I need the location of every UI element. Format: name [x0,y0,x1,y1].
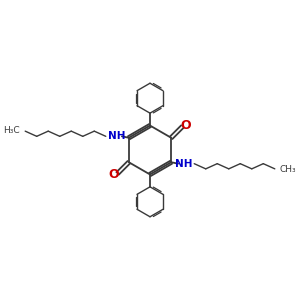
Text: NH: NH [108,131,125,141]
Text: O: O [181,118,191,132]
Text: NH: NH [175,159,192,169]
Text: O: O [109,168,119,182]
Text: CH₃: CH₃ [280,165,297,174]
Text: H₃C: H₃C [3,126,20,135]
